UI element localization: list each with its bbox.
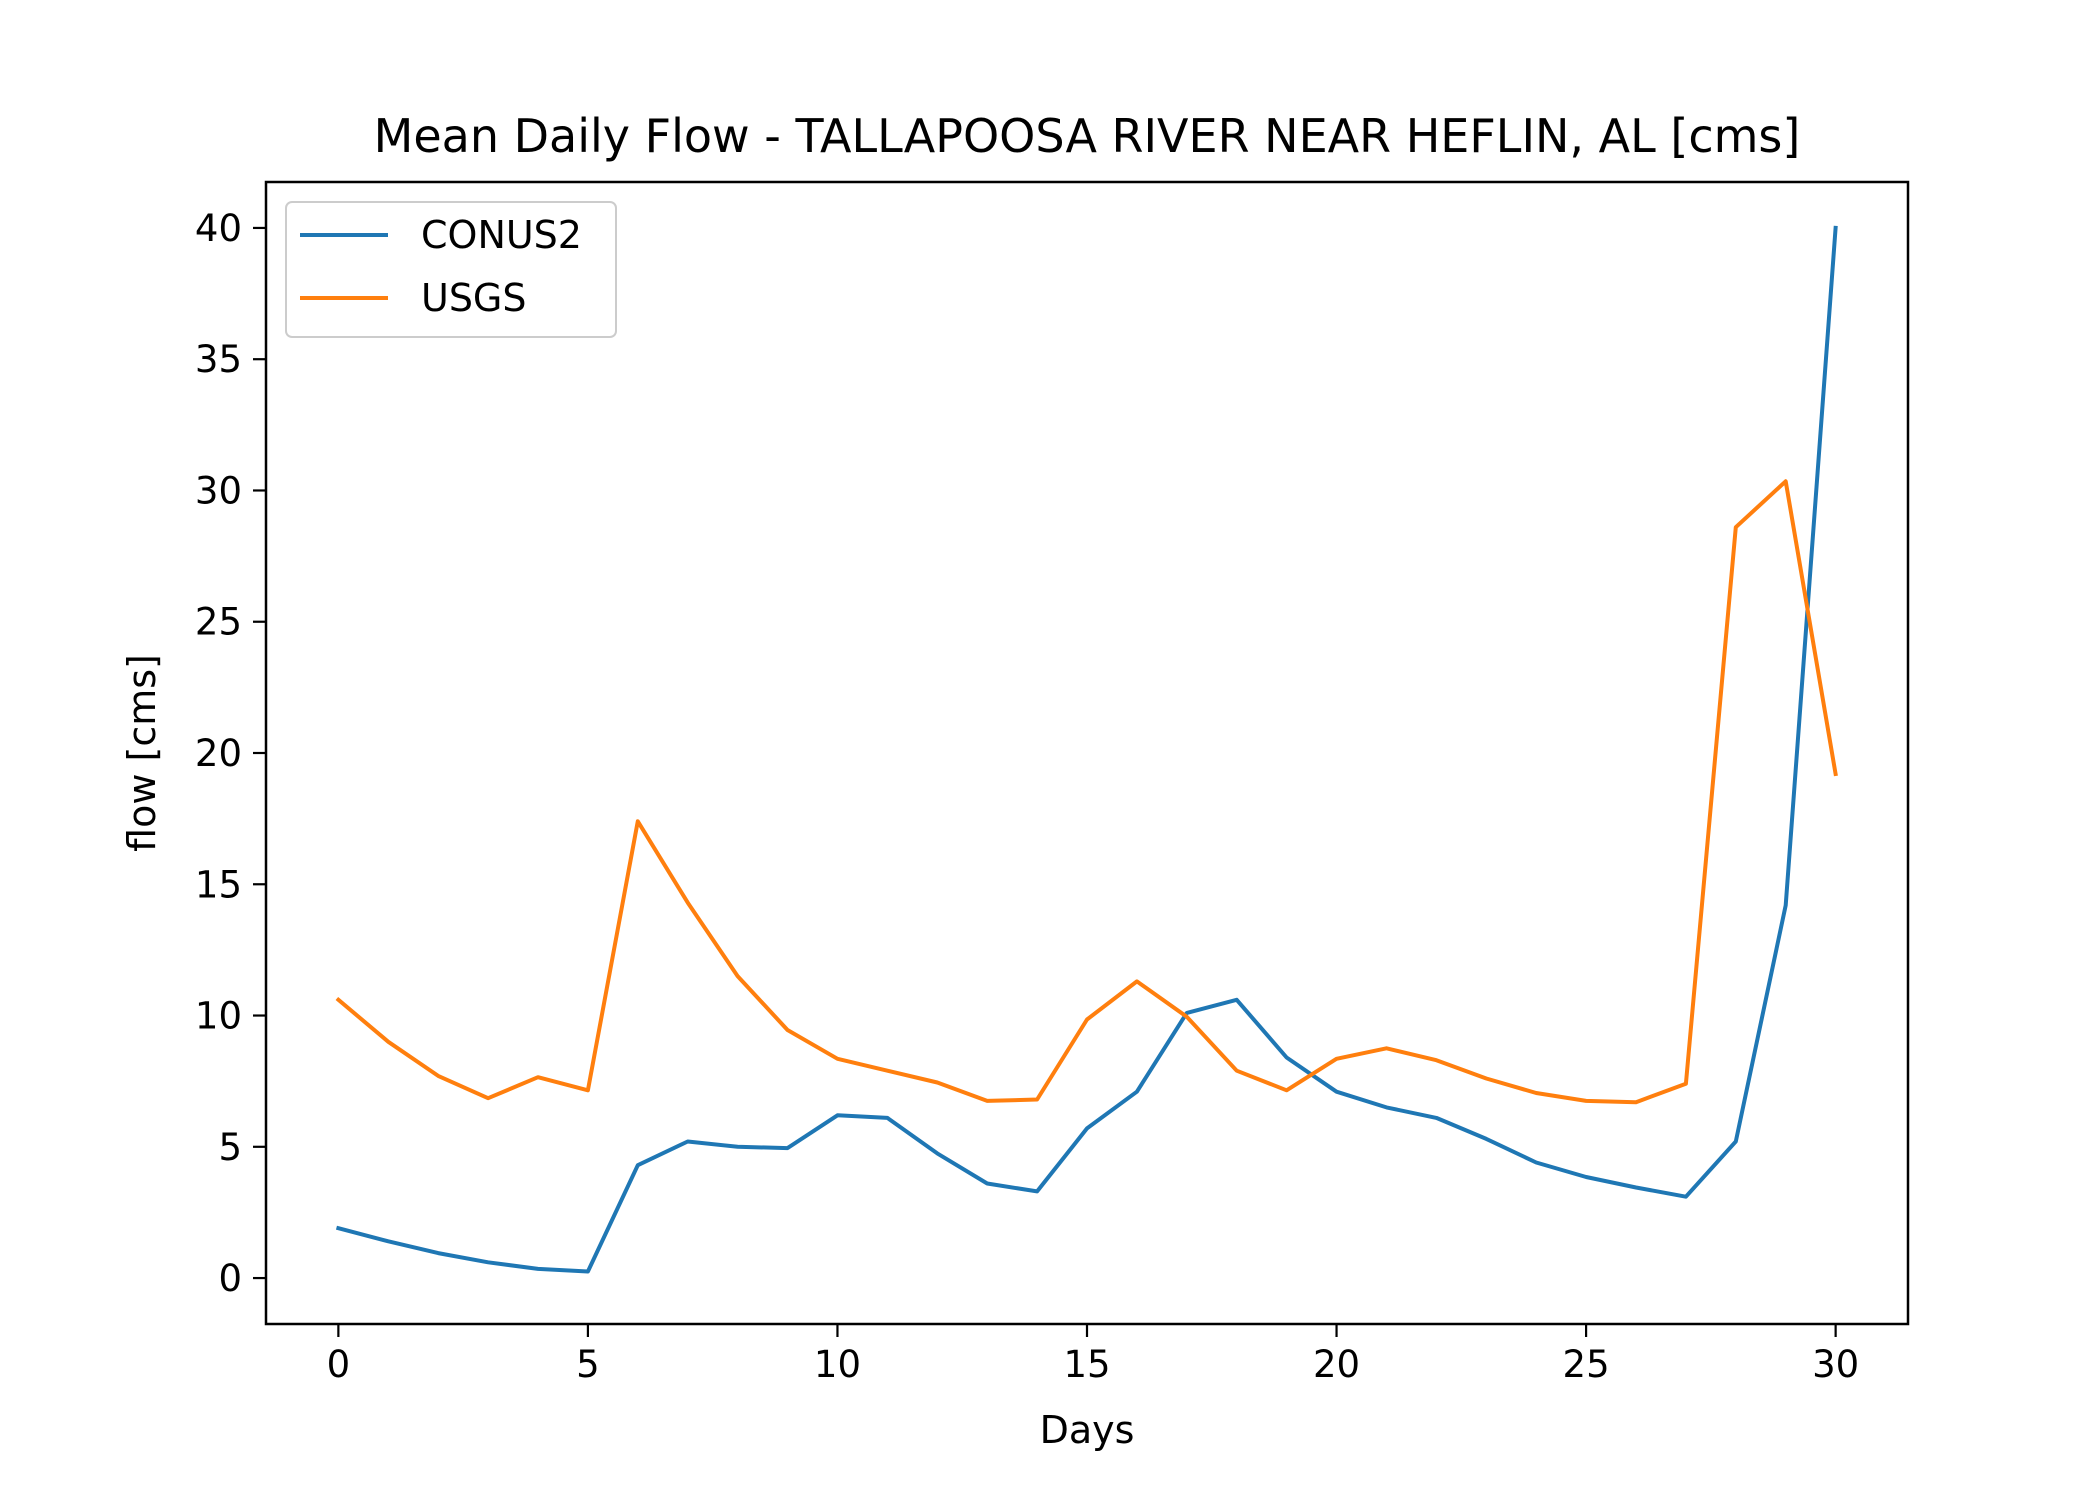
- x-axis: 0 5 10 15 20 25 30: [327, 1324, 1859, 1386]
- y-axis: 0 5 10 15 20 25 30 35 40: [195, 207, 266, 1300]
- series-line-usgs: [335, 479, 1838, 1105]
- legend: CONUS2 USGS: [285, 201, 617, 338]
- x-tick-label: 0: [327, 1343, 351, 1386]
- chart-title: Mean Daily Flow - TALLAPOOSA RIVER NEAR …: [374, 109, 1801, 163]
- legend-label-usgs: USGS: [421, 276, 527, 320]
- y-axis-label: flow [cms]: [120, 654, 164, 852]
- y-tick-label: 40: [195, 207, 242, 250]
- x-tick-label: 20: [1313, 1343, 1360, 1386]
- x-tick-label: 15: [1063, 1343, 1110, 1386]
- x-tick-label: 10: [814, 1343, 861, 1386]
- y-tick-label: 35: [195, 338, 242, 381]
- y-tick-label: 15: [195, 863, 242, 906]
- y-tick-label: 30: [195, 469, 242, 512]
- x-tick-label: 30: [1812, 1343, 1859, 1386]
- x-tick-label: 5: [576, 1343, 600, 1386]
- y-tick-label: 20: [195, 732, 242, 775]
- y-tick-label: 10: [195, 995, 242, 1038]
- y-tick-label: 25: [195, 601, 242, 644]
- series-line-conus2: [335, 225, 1838, 1274]
- x-axis-label: Days: [1040, 1408, 1135, 1452]
- x-tick-label: 25: [1563, 1343, 1610, 1386]
- series-layer: [335, 225, 1838, 1274]
- y-tick-label: 0: [218, 1257, 242, 1300]
- y-tick-label: 5: [218, 1126, 242, 1169]
- legend-label-conus2: CONUS2: [421, 213, 582, 257]
